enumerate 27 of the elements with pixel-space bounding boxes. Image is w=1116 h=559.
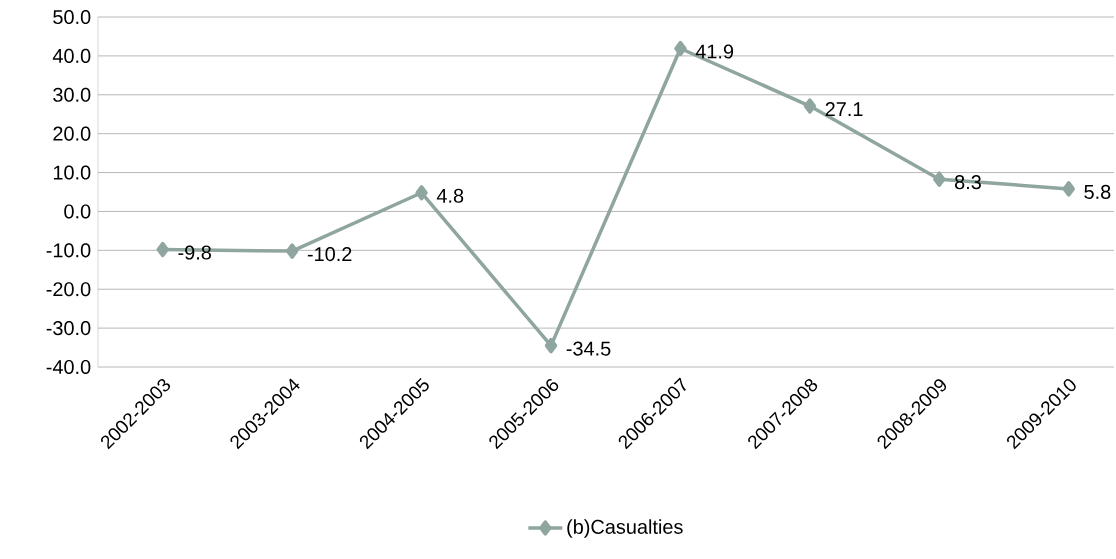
data-label: 8.3 — [954, 175, 981, 190]
data-label: -9.8 — [178, 245, 211, 260]
y-tick-label: 20.0 — [53, 126, 91, 141]
y-tick-label: 30.0 — [53, 87, 91, 102]
point — [285, 243, 299, 259]
y-tick-label: 0.0 — [64, 204, 91, 219]
y-tick-label: 40.0 — [52, 48, 91, 63]
data-label: 41.9 — [695, 44, 734, 59]
point — [415, 185, 428, 201]
y-tick-label: -40.0 — [46, 359, 91, 375]
y-tick-label: 10.0 — [53, 165, 91, 180]
legend-label: (b)Casualties — [567, 519, 683, 538]
point — [544, 337, 558, 354]
data-label: -34.5 — [566, 341, 611, 356]
data-label: 27.1 — [825, 102, 863, 117]
y-tick-label: -10.0 — [46, 243, 91, 258]
point — [803, 98, 817, 114]
point — [933, 171, 946, 187]
y-tick-label: -20.0 — [46, 282, 91, 297]
data-label: -10.2 — [307, 247, 352, 262]
point — [674, 40, 687, 57]
data-label: 4.8 — [436, 188, 464, 203]
y-tick-label: -30.0 — [46, 321, 91, 336]
point — [1062, 181, 1075, 197]
data-label: 5.8 — [1084, 184, 1111, 199]
point — [156, 241, 169, 258]
y-tick-label: 50.0 — [53, 9, 91, 25]
